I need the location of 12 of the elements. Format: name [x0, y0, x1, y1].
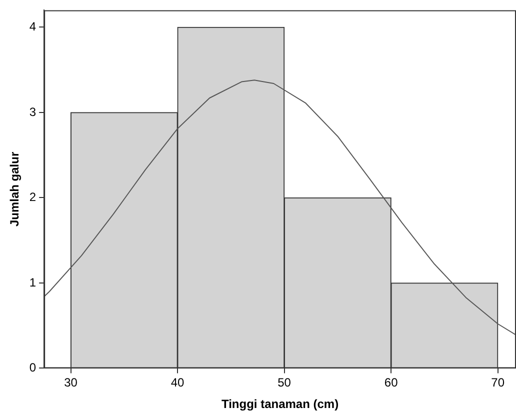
- x-tick-label: 30: [64, 376, 78, 390]
- y-tick-label: 0: [29, 360, 36, 375]
- y-tick-label: 4: [29, 20, 36, 34]
- x-tick-label: 40: [170, 376, 185, 390]
- x-axis-title: Tinggi tanaman (cm): [221, 397, 339, 412]
- x-tick-label: 50: [278, 376, 292, 390]
- x-tick-label: 60: [384, 376, 398, 390]
- y-tick-label: 1: [29, 275, 36, 290]
- y-axis-title: Jumlah galur: [8, 152, 22, 227]
- y-tick-label: 3: [29, 104, 36, 119]
- x-tick-label: 70: [491, 376, 505, 390]
- y-tick-label: 2: [29, 190, 36, 204]
